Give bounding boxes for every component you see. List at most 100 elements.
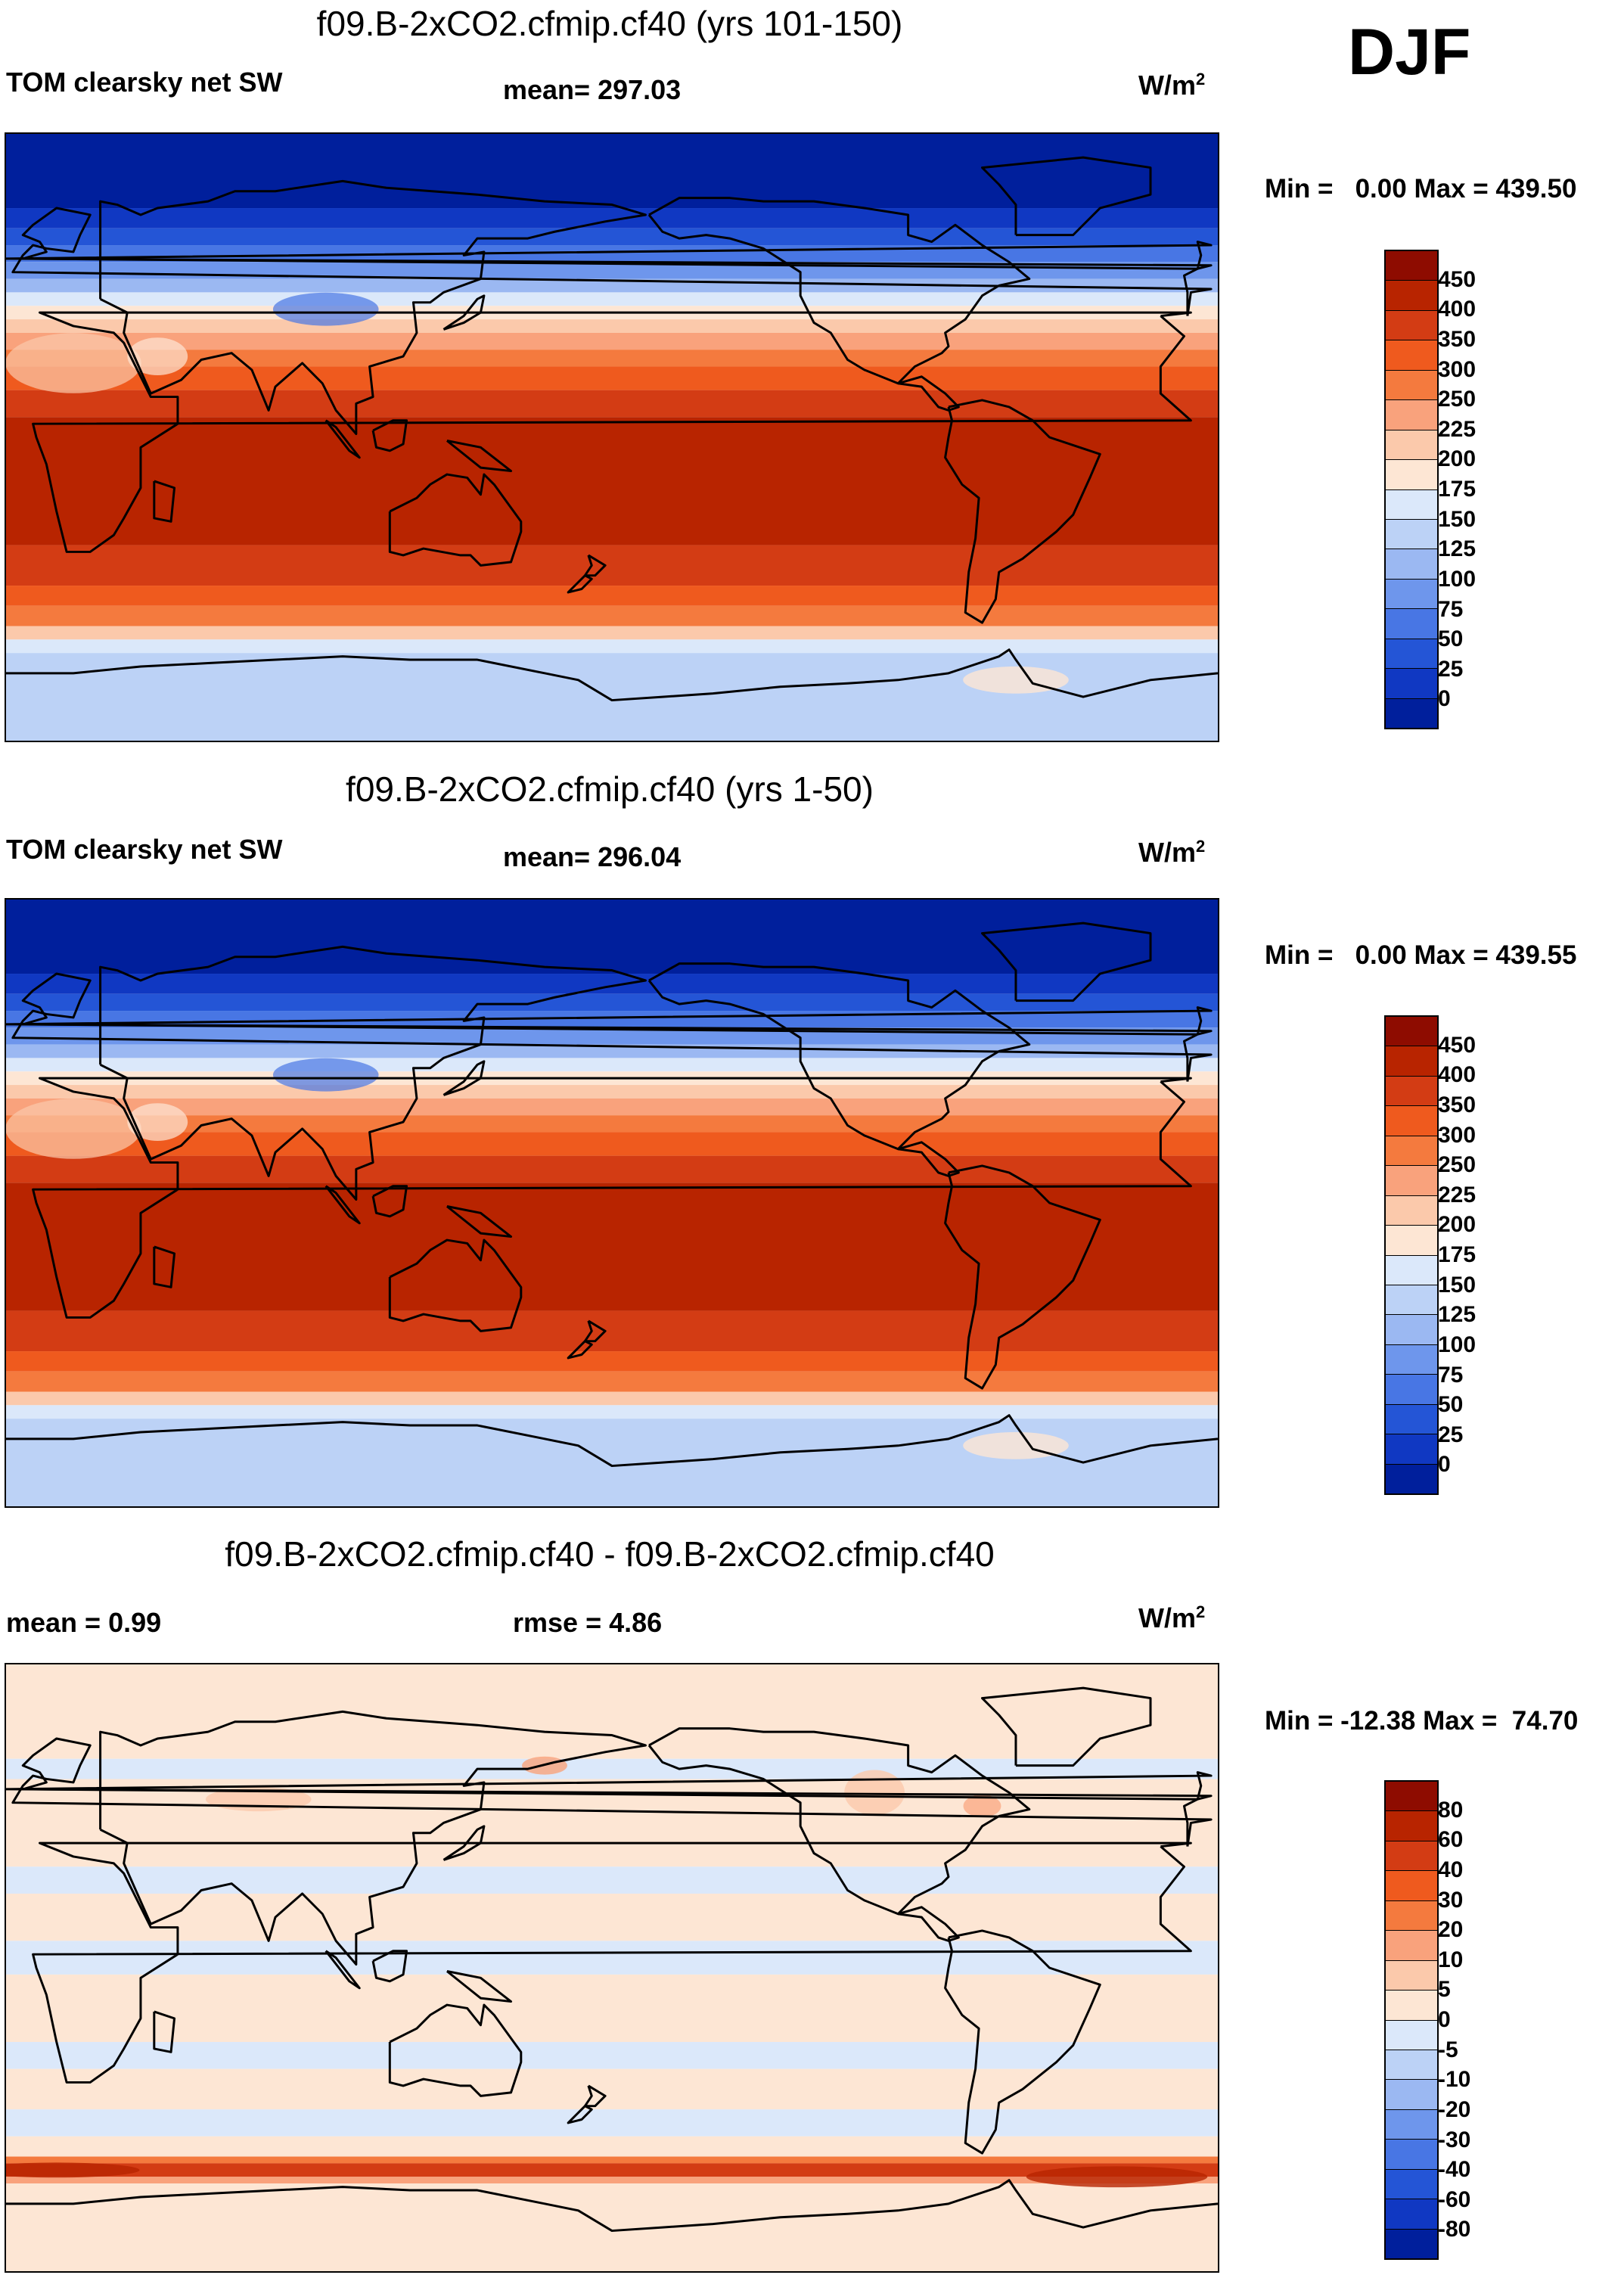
colorbar-swatch — [1386, 639, 1437, 670]
colorbar-swatch — [1386, 2109, 1437, 2140]
colorbar-swatch — [1386, 2020, 1437, 2050]
coastline — [567, 574, 593, 594]
map-band — [6, 208, 1218, 228]
coastline — [11, 1737, 1213, 1847]
colorbar-swatch — [1386, 1166, 1437, 1196]
colorbar-tick-label: 100 — [1438, 1332, 1477, 1357]
map-feature — [127, 1103, 188, 1141]
colorbar-tick-label: 150 — [1438, 506, 1477, 532]
coastline — [647, 962, 1031, 1151]
map-band — [6, 1351, 1218, 1372]
colorbar-swatch — [1386, 1344, 1437, 1375]
colorbar-tick-label: 225 — [1438, 416, 1477, 442]
coastline — [32, 1841, 1192, 2084]
colorbar-tick-label: -60 — [1438, 2186, 1471, 2212]
map-band — [6, 1183, 1218, 1311]
colorbar-tick-label: 80 — [1438, 1797, 1464, 1823]
colorbar-swatch — [1386, 1931, 1437, 1961]
colorbar-tick-label: 250 — [1438, 387, 1477, 412]
map-band — [6, 1664, 1218, 1759]
coastline — [567, 2105, 593, 2124]
colorbar-swatch — [1386, 430, 1437, 461]
coastline — [446, 1205, 513, 1238]
map-feature — [844, 1770, 905, 1816]
colorbar-swatch — [1386, 1811, 1437, 1841]
colorbar-tick-label: -80 — [1438, 2217, 1471, 2242]
map-band — [6, 1132, 1218, 1156]
panel3-minmax: Min = -12.38 Max = 74.70 — [1265, 1706, 1579, 1736]
colorbar-tick-label: 200 — [1438, 1212, 1477, 1238]
coastline — [567, 1340, 593, 1360]
colorbar-tick-label: 0 — [1438, 686, 1451, 712]
panel1-title: f09.B-2xCO2.cfmip.cf40 (yrs 101-150) — [316, 4, 903, 43]
colorbar-swatch — [1386, 2080, 1437, 2110]
map-band — [6, 278, 1218, 293]
map-feature — [6, 333, 141, 393]
colorbar-tick-label: 300 — [1438, 1122, 1477, 1148]
colorbar-swatch — [1386, 460, 1437, 490]
colorbar-tick-label: 200 — [1438, 446, 1477, 472]
colorbar-tick-label: 450 — [1438, 266, 1477, 292]
colorbar-tick-label: 25 — [1438, 656, 1464, 682]
map-band — [6, 2109, 1218, 2137]
map-feature — [1026, 2166, 1208, 2188]
colorbar-tick-label: 10 — [1438, 1947, 1464, 1972]
coastline — [442, 294, 486, 331]
map-feature — [272, 1058, 379, 1092]
map-band — [6, 2183, 1218, 2271]
map-band — [6, 545, 1218, 586]
map-band — [6, 974, 1218, 994]
colorbar-swatch — [1386, 2229, 1437, 2258]
map-band — [6, 993, 1218, 1012]
map-feature — [6, 2162, 140, 2178]
coastline — [980, 156, 1152, 237]
panel1-colorbar-labels: 450 400 350 300 250 225 200 175 150 125 100 75 50 25 0 — [1435, 250, 1526, 729]
colorbar-tick-label: -30 — [1438, 2127, 1471, 2152]
colorbar-tick-label: 30 — [1438, 1887, 1464, 1913]
map-band — [6, 605, 1218, 626]
colorbar-tick-label: 175 — [1438, 477, 1477, 502]
map-band — [6, 1405, 1218, 1419]
panel2-colorbar — [1384, 1015, 1439, 1495]
colorbar-swatch — [1386, 1076, 1437, 1107]
coastline — [980, 1686, 1152, 1767]
season-label: DJF — [1348, 16, 1471, 89]
coastline — [944, 399, 1101, 624]
coastline — [153, 1245, 176, 1288]
colorbar-tick-label: 125 — [1438, 1302, 1477, 1328]
coastline — [371, 1950, 408, 1983]
colorbar-swatch — [1386, 1960, 1437, 1991]
colorbar-tick-label: 0 — [1438, 1452, 1451, 1478]
colorbar-tick-label: 400 — [1438, 297, 1477, 322]
colorbar-tick-label: 50 — [1438, 626, 1464, 652]
map-band — [6, 2156, 1218, 2164]
colorbar-swatch — [1386, 1195, 1437, 1226]
map-band — [6, 900, 1218, 974]
map-band — [6, 1310, 1218, 1352]
panel1-minmax: Min = 0.00 Max = 439.50 — [1265, 174, 1577, 204]
colorbar-swatch — [1386, 2140, 1437, 2170]
coastline — [6, 1414, 1218, 1468]
panel2-title: f09.B-2xCO2.cfmip.cf40 (yrs 1-50) — [346, 769, 874, 809]
coastline — [99, 1710, 647, 1966]
coastline — [897, 1141, 960, 1177]
map-band — [6, 2068, 1218, 2110]
coastline — [99, 945, 647, 1201]
coastline — [388, 2003, 523, 2097]
coastline — [6, 1006, 1213, 1036]
coastline — [99, 179, 647, 436]
colorbar-swatch — [1386, 310, 1437, 341]
map-band — [6, 1974, 1218, 2043]
map-band — [6, 1866, 1218, 1894]
coastline — [583, 1319, 607, 1343]
coastline — [647, 197, 1031, 385]
map-band — [6, 1058, 1218, 1072]
colorbar-tick-label: 5 — [1438, 1977, 1451, 2003]
panel1-map — [5, 132, 1219, 742]
colorbar-tick-label: 25 — [1438, 1422, 1464, 1447]
coastline — [944, 1164, 1101, 1390]
coastline — [153, 480, 176, 523]
map-band — [6, 366, 1218, 390]
coastline — [6, 241, 1213, 270]
coastline — [153, 2010, 176, 2053]
